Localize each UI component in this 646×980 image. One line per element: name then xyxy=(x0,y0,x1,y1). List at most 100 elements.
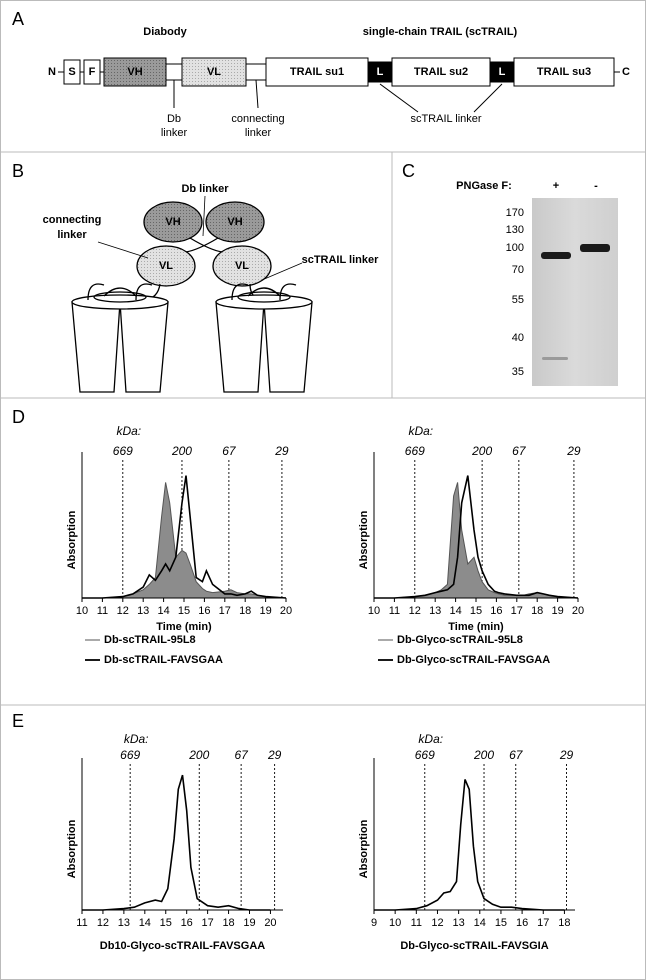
domain xyxy=(181,57,247,87)
diabody-label: Diabody xyxy=(143,26,187,38)
chart-caption: Db-Glyco-scTRAIL-FAVSGIA xyxy=(400,940,548,952)
panel-label: C xyxy=(402,161,415,181)
db-linker-label: Db linker xyxy=(181,183,229,195)
x-tick-label: 20 xyxy=(264,917,276,929)
marker-label: 29 xyxy=(559,748,574,762)
domain-label: VH xyxy=(227,216,242,228)
x-tick-label: 16 xyxy=(490,605,502,617)
x-tick-label: 10 xyxy=(389,917,401,929)
x-tick-label: 14 xyxy=(157,605,169,617)
trace xyxy=(82,475,287,599)
panel-label: A xyxy=(12,9,24,29)
c-terminus: C xyxy=(622,66,630,78)
domain-label: TRAIL su2 xyxy=(414,66,468,78)
domain-label: TRAIL su1 xyxy=(290,66,344,78)
domain-label: L xyxy=(499,66,506,78)
db-linker-label: linker xyxy=(161,127,188,139)
vh-domain xyxy=(205,201,265,243)
x-tick-label: 18 xyxy=(531,605,543,617)
x-tick-label: 15 xyxy=(470,605,482,617)
connecting-linker-label: linker xyxy=(57,229,87,241)
sctrail-label: single-chain TRAIL (scTRAIL) xyxy=(363,26,518,38)
x-axis-label: Time (min) xyxy=(156,621,212,633)
marker-label: 29 xyxy=(267,748,282,762)
x-tick-label: 12 xyxy=(409,605,421,617)
marker-label: 200 xyxy=(171,444,192,458)
x-tick-label: 14 xyxy=(449,605,461,617)
x-tick-label: 10 xyxy=(368,605,380,617)
connecting-linker-label: linker xyxy=(245,127,272,139)
x-tick-label: 14 xyxy=(474,917,486,929)
x-tick-label: 17 xyxy=(202,917,214,929)
marker-label: 200 xyxy=(188,748,209,762)
x-tick-label: 12 xyxy=(117,605,129,617)
x-tick-label: 12 xyxy=(431,917,443,929)
trace xyxy=(374,475,579,599)
marker-label: 669 xyxy=(113,444,133,458)
area xyxy=(82,482,286,598)
chart-caption: Db10-Glyco-scTRAIL-FAVSGAA xyxy=(100,940,265,952)
sctrail-linker-label: scTRAIL linker xyxy=(302,254,380,266)
vl-domain xyxy=(212,245,272,287)
x-tick-label: 16 xyxy=(198,605,210,617)
legend-label: Db-Glyco-scTRAIL-95L8 xyxy=(397,634,523,646)
construct-scheme: Diabody single-chain TRAIL (scTRAIL) N C… xyxy=(48,26,630,139)
domain xyxy=(103,57,167,87)
chromatogram: kDa: 669 200 67 29 Db-Glyco-scTRAIL-95L8 Db-Gl… xyxy=(358,424,584,666)
domain-label: VH xyxy=(165,216,180,228)
pointer xyxy=(379,83,419,113)
marker-label: 67 xyxy=(509,748,524,762)
domain-label: S xyxy=(68,66,75,78)
ladder-label: 170 xyxy=(506,207,524,219)
x-tick-label: 11 xyxy=(76,917,87,929)
x-axis-label: Time (min) xyxy=(448,621,504,633)
kda-label: kDa: xyxy=(418,732,443,746)
x-tick-label: 18 xyxy=(222,917,234,929)
x-tick-label: 16 xyxy=(516,917,528,929)
x-tick-label: 19 xyxy=(259,605,271,617)
db-linker xyxy=(185,237,223,253)
gel-image xyxy=(532,198,618,386)
domain-label: TRAIL su3 xyxy=(537,66,591,78)
legend-label: Db-scTRAIL-FAVSGAA xyxy=(104,654,223,666)
n-terminus: N xyxy=(48,66,56,78)
pointer xyxy=(255,79,259,109)
kda-label: kDa: xyxy=(116,424,141,438)
domain-label: VL xyxy=(235,260,249,272)
ladder-label: 130 xyxy=(506,224,524,236)
x-tick-label: 13 xyxy=(429,605,441,617)
domain-label: VL xyxy=(159,260,173,272)
x-tick-label: 20 xyxy=(572,605,584,617)
kda-label: kDa: xyxy=(408,424,433,438)
marker-label: 669 xyxy=(120,748,140,762)
panel-label: D xyxy=(12,407,25,427)
vh-domain xyxy=(143,201,203,243)
marker-label: 669 xyxy=(415,748,435,762)
x-tick-label: 13 xyxy=(137,605,149,617)
ladder-label: 40 xyxy=(512,332,524,344)
sctrail-linker-label: scTRAIL linker xyxy=(410,113,481,125)
x-tick-label: 15 xyxy=(178,605,190,617)
y-axis-label: Absorption xyxy=(66,510,78,569)
x-tick-label: 11 xyxy=(389,605,400,617)
lane-label: - xyxy=(594,180,598,192)
ladder-label: 35 xyxy=(512,366,524,378)
x-tick-label: 11 xyxy=(411,917,422,929)
gel: PNGase F: + - xyxy=(456,180,618,386)
x-tick-label: 10 xyxy=(76,605,88,617)
y-axis-label: Absorption xyxy=(358,510,370,569)
marker-label: 29 xyxy=(274,444,289,458)
marker-label: 67 xyxy=(222,444,237,458)
band xyxy=(580,244,610,252)
domain xyxy=(83,59,101,85)
domain-label: VL xyxy=(207,66,221,78)
x-tick-label: 17 xyxy=(219,605,231,617)
x-tick-label: 11 xyxy=(97,605,108,617)
x-tick-label: 20 xyxy=(280,605,292,617)
panel-label: E xyxy=(12,711,24,731)
domain xyxy=(513,57,615,87)
ladder-label: 100 xyxy=(506,242,524,254)
panel-label: B xyxy=(12,161,24,181)
marker-label: 67 xyxy=(234,748,249,762)
